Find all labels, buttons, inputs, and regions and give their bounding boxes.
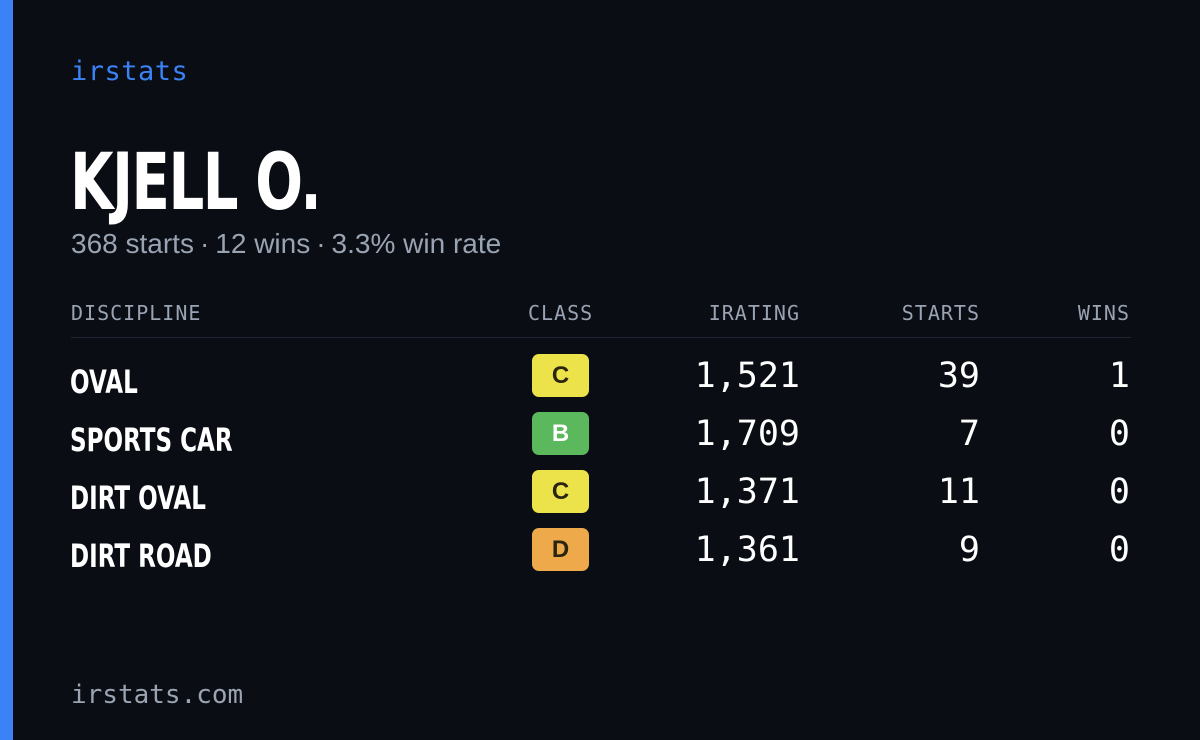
header-wins: WINS (1077, 301, 1130, 325)
footer-url: irstats.com (71, 680, 244, 710)
irating-value: 1,371 (694, 472, 800, 512)
class-badge: C (532, 354, 589, 397)
irating-value: 1,709 (694, 414, 800, 454)
summary-separator: · (199, 228, 210, 259)
header-starts: STARTS (901, 301, 980, 325)
header-irating: IRATING (708, 301, 800, 325)
winrate-summary: 3.3% win rate (331, 228, 502, 259)
discipline-name: SPORTS CAR (70, 421, 233, 459)
irating-value: 1,361 (694, 530, 800, 570)
class-badge: B (532, 412, 589, 455)
irating-value: 1,521 (694, 356, 800, 396)
starts-value: 39 (937, 356, 980, 396)
player-summary: 368 starts · 12 wins · 3.3% win rate (71, 228, 501, 260)
starts-summary: 368 starts (71, 228, 194, 259)
table-row: DIRT ROAD D 1,361 9 0 (0, 528, 1200, 586)
class-badge: D (532, 528, 589, 571)
wins-value: 0 (1108, 472, 1130, 512)
starts-value: 11 (937, 472, 980, 512)
header-discipline: DISCIPLINE (71, 301, 202, 325)
discipline-name: DIRT ROAD (70, 537, 212, 575)
discipline-name: DIRT OVAL (70, 479, 206, 517)
accent-bar (0, 0, 13, 740)
wins-value: 0 (1108, 414, 1130, 454)
starts-value: 7 (958, 414, 980, 454)
player-name: KJELL O. (70, 138, 322, 228)
brand-logo-text: irstats (71, 56, 189, 87)
starts-value: 9 (958, 530, 980, 570)
summary-separator: · (316, 228, 326, 259)
table-row: SPORTS CAR B 1,709 7 0 (0, 412, 1200, 470)
wins-summary: 12 wins (215, 228, 311, 259)
wins-value: 0 (1108, 530, 1130, 570)
class-badge: C (532, 470, 589, 513)
table-row: OVAL C 1,521 39 1 (0, 354, 1200, 412)
header-class: CLASS (528, 301, 594, 325)
wins-value: 1 (1108, 356, 1130, 396)
table-row: DIRT OVAL C 1,371 11 0 (0, 470, 1200, 528)
discipline-name: OVAL (70, 363, 138, 401)
header-divider (71, 337, 1131, 338)
